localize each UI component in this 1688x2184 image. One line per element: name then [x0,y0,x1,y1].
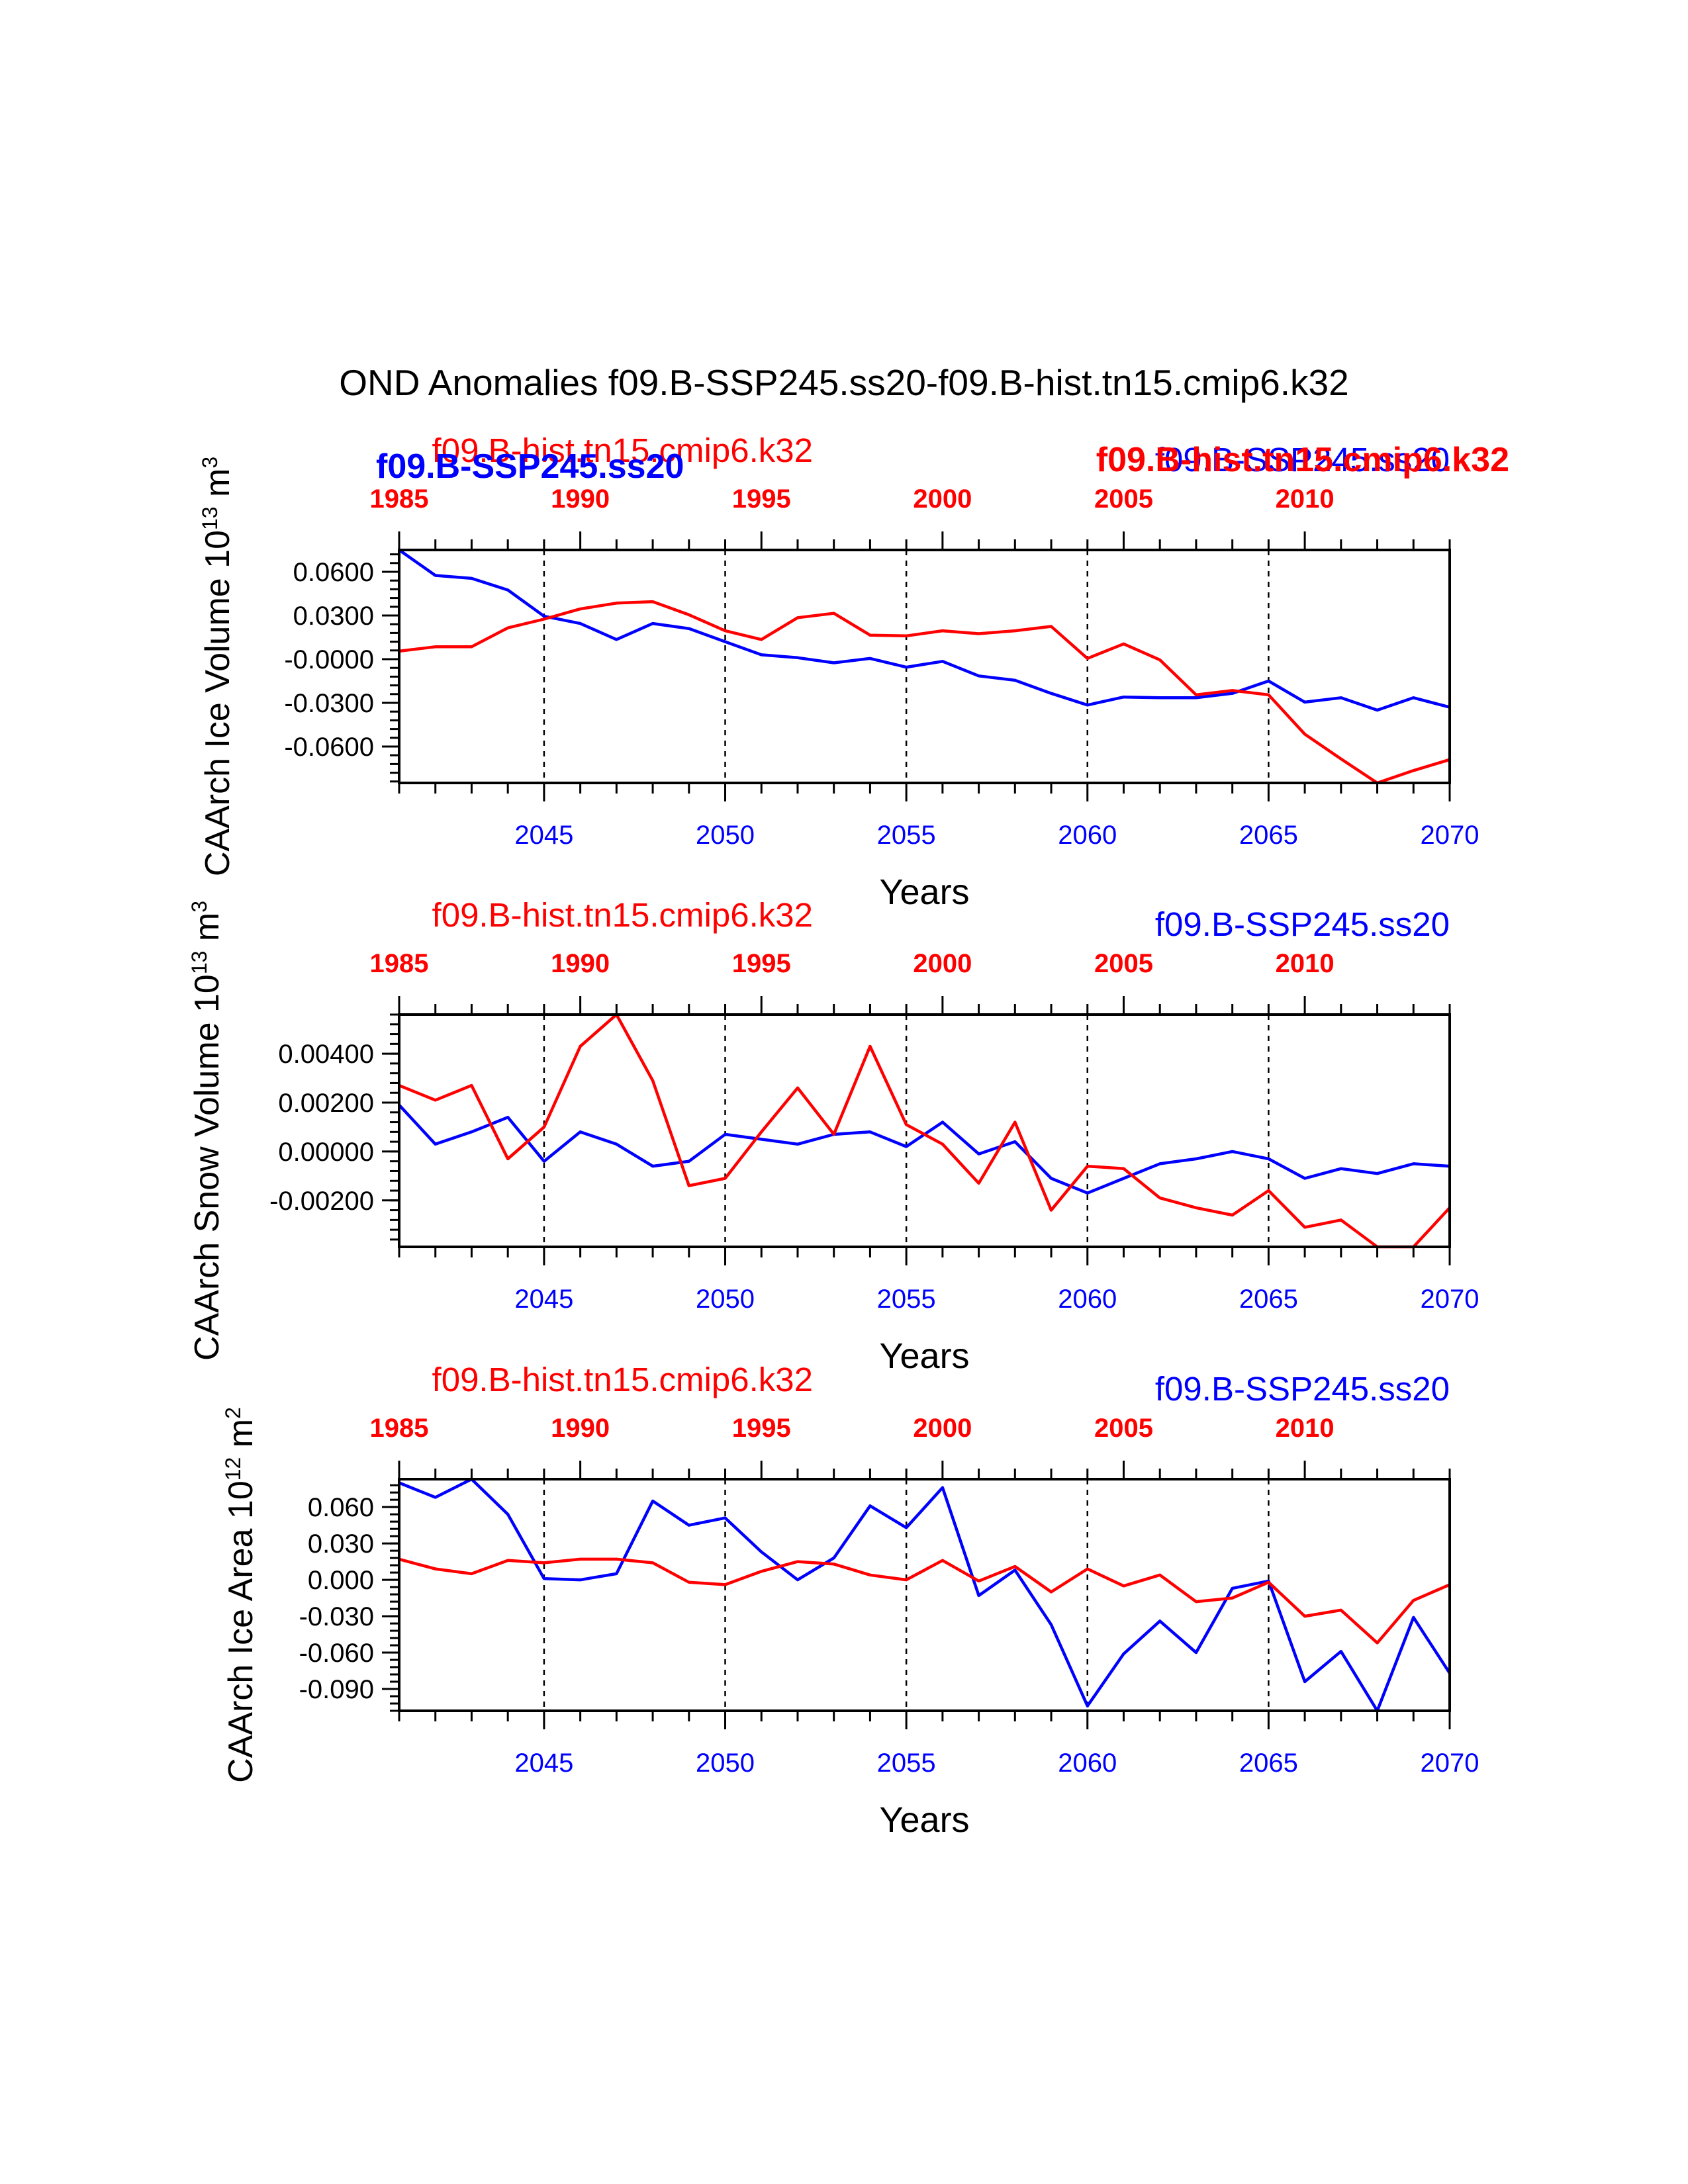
ssp-bold-label: f09.B-SSP245.ss20 [376,447,684,486]
y-tick-label: 0.0600 [293,558,374,587]
hist-series-label: f09.B-hist.tn15.cmip6.k32 [432,1361,813,1398]
panel-1: 2045 2050 2055 2060 2065 2070 1985 1990 1995 2000… [198,432,1509,912]
y-tick-label: -0.00200 [269,1187,374,1216]
top-x-tick-label: 2010 [1276,1414,1335,1443]
x-tick-label: 2060 [1058,821,1117,850]
y-tick-label: 0.00400 [278,1040,374,1069]
hist-series-label: f09.B-hist.tn15.cmip6.k32 [432,432,813,469]
top-x-tick-label: 2000 [913,949,972,978]
top-x-tick-label: 2010 [1276,484,1335,514]
x-tick-label: 2055 [877,1749,936,1778]
panel-2: 2045 2050 2055 2060 2065 2070 1985 1990 1995 2000… [187,896,1479,1376]
x-tick-label: 2050 [696,1285,755,1314]
x-tick-label: 2065 [1239,821,1298,850]
x-tick-label: 2050 [696,821,755,850]
top-x-tick-label: 1985 [370,949,429,978]
y-tick-label: -0.0600 [284,733,374,762]
x-tick-label: 2050 [696,1749,755,1778]
x-axis-title: Years [879,1336,969,1376]
series-line-ssp [398,549,1450,712]
plot-frame [398,1013,1451,1248]
top-x-tick-label: 1990 [551,1414,610,1443]
y-tick-label: 0.030 [308,1529,374,1559]
top-x-tick-label: 1995 [732,949,791,978]
hist-series-label: f09.B-hist.tn15.cmip6.k32 [432,896,813,934]
x-tick-label: 2070 [1421,1285,1479,1314]
y-tick-label: -0.0000 [284,645,374,674]
top-x-tick-label: 2005 [1094,1414,1153,1443]
x-tick-label: 2045 [514,1749,573,1778]
y-tick-label: -0.090 [299,1675,374,1704]
figure-title: OND Anomalies f09.B-SSP245.ss20-f09.B-hi… [339,362,1348,403]
top-x-tick-label: 1990 [551,949,610,978]
series-line-hist [399,600,1450,785]
x-tick-label: 2060 [1058,1285,1117,1314]
x-tick-label: 2055 [877,821,936,850]
x-tick-label: 2055 [877,1285,936,1314]
top-x-tick-label: 1995 [732,484,791,514]
top-x-tick-label: 2010 [1276,949,1335,978]
top-x-tick-label: 1990 [551,484,610,514]
x-axis-title: Years [879,872,969,912]
y-tick-label: -0.0300 [284,689,374,718]
y-tick-label: 0.00000 [278,1138,374,1167]
x-tick-label: 2045 [514,821,573,850]
series-line-hist [399,1557,1450,1645]
top-x-tick-label: 2000 [913,1414,972,1443]
top-x-tick-label: 2005 [1094,949,1153,978]
series-line-ssp [399,1477,1451,1713]
y-tick-label: 0.000 [308,1566,374,1595]
y-tick-label: 0.060 [308,1493,374,1522]
x-axis-title: Years [879,1800,969,1840]
top-x-tick-label: 1995 [732,1414,791,1443]
y-tick-label: -0.060 [299,1639,374,1668]
y-axis-title: CAArch Ice Volume 1013 m3 [198,457,237,876]
x-tick-label: 2065 [1239,1749,1298,1778]
y-tick-label: -0.030 [299,1602,374,1631]
panel-3: 2045 2050 2055 2060 2065 2070 1985 1990 1995 2000… [221,1361,1479,1840]
plot-frame [398,549,1451,784]
ssp-series-label: f09.B-SSP245.ss20 [1155,905,1450,943]
y-tick-label: 0.0300 [293,602,374,631]
series-line-hist [399,1013,1451,1249]
top-x-tick-label: 1985 [370,1414,429,1443]
x-tick-label: 2065 [1239,1285,1298,1314]
top-x-tick-label: 1985 [370,484,429,514]
top-x-tick-label: 2005 [1094,484,1153,514]
ssp-series-label: f09.B-SSP245.ss20 [1155,1370,1450,1408]
plot-frame [398,1478,1451,1712]
x-tick-label: 2045 [514,1285,573,1314]
top-x-tick-label: 2000 [913,484,972,514]
x-tick-label: 2060 [1058,1749,1117,1778]
series-line-ssp [398,1104,1450,1195]
x-tick-label: 2070 [1421,1749,1479,1778]
ssp-series-label: f09.B-SSP245.ss20 [1155,441,1450,478]
y-tick-label: 0.00200 [278,1089,374,1118]
hist-bold-label: f09.B-hist.tn15.cmip6.k32 [1096,441,1509,479]
y-axis-title: CAArch Ice Area 1012 m2 [221,1407,260,1783]
y-axis-title: CAArch Snow Volume 1013 m3 [187,901,226,1361]
x-tick-label: 2070 [1421,821,1479,850]
